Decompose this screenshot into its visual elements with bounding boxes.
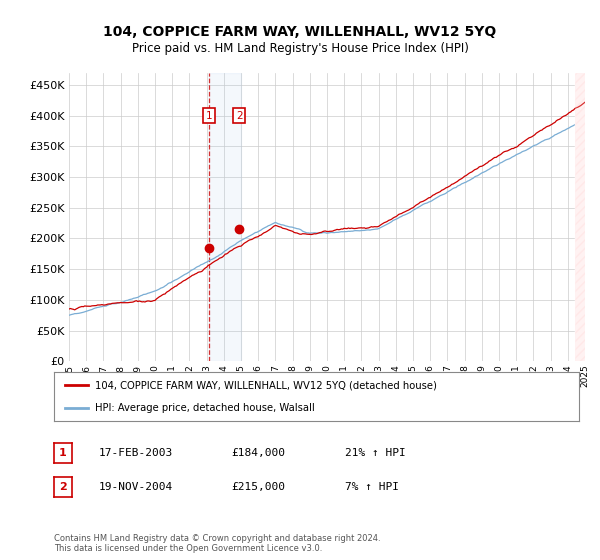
Text: Price paid vs. HM Land Registry's House Price Index (HPI): Price paid vs. HM Land Registry's House … xyxy=(131,42,469,55)
Text: 7% ↑ HPI: 7% ↑ HPI xyxy=(345,482,399,492)
Text: 2: 2 xyxy=(236,111,242,121)
Text: HPI: Average price, detached house, Walsall: HPI: Average price, detached house, Wals… xyxy=(95,403,314,413)
Text: This data is licensed under the Open Government Licence v3.0.: This data is licensed under the Open Gov… xyxy=(54,544,322,553)
Text: 17-FEB-2003: 17-FEB-2003 xyxy=(99,448,173,458)
Text: 19-NOV-2004: 19-NOV-2004 xyxy=(99,482,173,492)
Text: 2: 2 xyxy=(59,482,67,492)
Bar xyxy=(209,73,241,361)
Bar xyxy=(575,73,585,361)
Text: Contains HM Land Registry data © Crown copyright and database right 2024.: Contains HM Land Registry data © Crown c… xyxy=(54,534,380,543)
Text: 104, COPPICE FARM WAY, WILLENHALL, WV12 5YQ (detached house): 104, COPPICE FARM WAY, WILLENHALL, WV12 … xyxy=(95,380,437,390)
Text: 21% ↑ HPI: 21% ↑ HPI xyxy=(345,448,406,458)
Text: 104, COPPICE FARM WAY, WILLENHALL, WV12 5YQ: 104, COPPICE FARM WAY, WILLENHALL, WV12 … xyxy=(103,25,497,39)
Text: £215,000: £215,000 xyxy=(231,482,285,492)
Text: £184,000: £184,000 xyxy=(231,448,285,458)
Text: 1: 1 xyxy=(59,448,67,458)
Bar xyxy=(575,73,585,361)
Text: 1: 1 xyxy=(205,111,212,121)
